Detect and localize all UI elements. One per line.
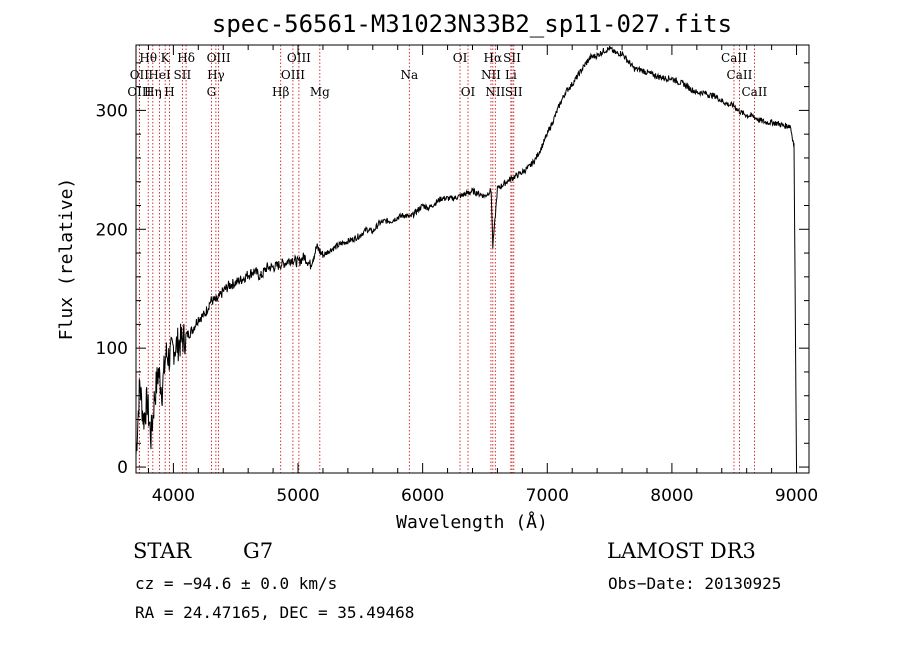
line-label: SII <box>505 85 523 99</box>
chart-title: spec-56561-M31023N33B2_sp11-027.fits <box>212 10 732 38</box>
line-label: SII <box>174 68 192 82</box>
line-label: Hδ <box>177 51 195 65</box>
line-label: Hβ <box>272 85 289 99</box>
y-tick-label: 100 <box>96 339 128 359</box>
line-label: OI <box>453 51 468 65</box>
x-tick-label: 6000 <box>401 486 444 506</box>
line-label: OII <box>130 68 150 82</box>
line-label: K <box>161 51 171 65</box>
x-tick-label: 5000 <box>276 486 319 506</box>
line-label: CaII <box>721 51 747 65</box>
velocity-readout: cz = −94.6 ± 0.0 km/s <box>135 574 338 593</box>
y-tick-label: 300 <box>96 101 128 121</box>
line-label: OI <box>461 85 476 99</box>
line-label: OIII <box>287 51 311 65</box>
coordinates: RA = 24.47165, DEC = 35.49468 <box>135 603 415 622</box>
y-axis-label: Flux (relative) <box>56 178 77 341</box>
line-label: H <box>164 85 174 99</box>
line-label: SII <box>503 51 521 65</box>
x-tick-label: 9000 <box>775 486 818 506</box>
line-markers <box>138 45 755 473</box>
line-label: Li <box>505 68 517 82</box>
line-label: HeI <box>148 68 171 82</box>
plot-frame <box>135 44 810 474</box>
line-label: G <box>207 85 217 99</box>
spectrum-series <box>135 45 797 468</box>
line-label: Na <box>400 68 418 82</box>
y-tick-label: 0 <box>117 458 128 478</box>
line-label: CaII <box>741 85 767 99</box>
x-tick-label: 7000 <box>526 486 569 506</box>
subclass: G7 <box>243 539 274 563</box>
line-label: NII <box>485 85 505 99</box>
object-class: STAR <box>133 539 192 563</box>
line-label: Hη <box>144 85 162 99</box>
line-label: Mg <box>310 85 330 99</box>
line-label: OIII <box>281 68 305 82</box>
x-axis-label: Wavelength (Å) <box>396 511 548 533</box>
axis-ticks: 4000 5000 6000 7000 8000 9000 0 100 200 300 <box>96 45 818 506</box>
line-label: NII <box>481 68 501 82</box>
line-label: OIII <box>207 51 231 65</box>
line-label: Hγ <box>207 68 225 82</box>
y-tick-label: 200 <box>96 220 128 240</box>
x-tick-label: 8000 <box>650 486 693 506</box>
line-label: CaII <box>727 68 753 82</box>
line-label: Hα <box>484 51 503 65</box>
x-tick-label: 4000 <box>152 486 195 506</box>
survey-name: LAMOST DR3 <box>607 539 756 563</box>
obs-date: Obs−Date: 20130925 <box>608 574 782 593</box>
line-label: OIII <box>127 85 151 99</box>
line-label: Hθ <box>139 51 157 65</box>
